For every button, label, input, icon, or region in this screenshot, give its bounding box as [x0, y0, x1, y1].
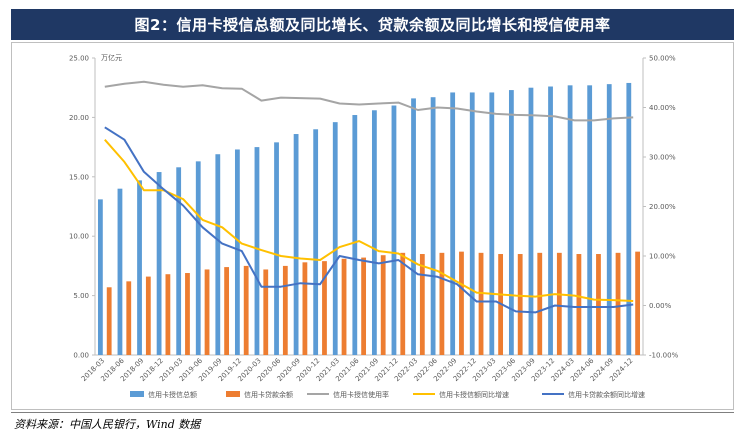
bar-credit-limit: [313, 129, 319, 355]
left-tick-label: 25.00: [69, 55, 89, 63]
bar-credit-limit: [391, 105, 397, 355]
bar-credit-limit: [548, 86, 553, 356]
chart-area: 万亿元 0.00 5.00 10.00 15.00 20.00 25.00 -10.00% 0.…: [11, 42, 734, 410]
bar-loan-balance: [537, 252, 543, 355]
bar-credit-limit: [137, 180, 142, 355]
source-divider: [11, 412, 734, 413]
legend-loan-balance-swatch: [226, 391, 240, 397]
bar-credit-limit: [587, 85, 593, 355]
left-tick-label: 20.00: [69, 114, 89, 122]
bar-credit-limit: [254, 147, 260, 355]
legend-loan-balance-label: 信用卡贷款余额: [244, 390, 293, 399]
bar-loan-balance: [635, 251, 641, 355]
right-tick-label: 30.00%: [649, 154, 676, 162]
bar-credit-limit: [117, 188, 123, 355]
bar-loan-balance: [361, 257, 367, 355]
bar-loan-balance: [185, 273, 190, 355]
bar-loan-balance: [145, 276, 151, 355]
bar-loan-balance: [263, 269, 269, 355]
bar-credit-limit: [176, 167, 182, 355]
bar-loan-balance: [224, 267, 230, 355]
credit-limit-growth-line: [104, 139, 634, 302]
legend-utilization-rate-label: 信用卡授信使用率: [333, 390, 389, 399]
left-tick-label: 0.00: [73, 352, 89, 360]
right-tick-label: 50.00%: [649, 55, 676, 63]
right-tick-label: 20.00%: [649, 203, 676, 211]
right-tick-label: 10.00%: [649, 253, 676, 261]
bar-loan-balance: [576, 254, 582, 355]
bar-loan-balance: [341, 258, 347, 355]
bar-credit-limit: [234, 149, 240, 355]
bar-loan-balance: [400, 252, 406, 355]
right-tick-label: -10.00%: [649, 352, 679, 360]
bar-loan-balance: [165, 274, 171, 355]
bar-credit-limit: [371, 110, 377, 355]
bar-loan-balance: [459, 251, 464, 355]
bar-loan-balance: [282, 265, 288, 355]
bar-credit-limit: [195, 161, 201, 355]
bar-credit-limit: [528, 87, 534, 355]
bar-loan-balance: [596, 254, 601, 355]
bar-loan-balance: [302, 262, 308, 355]
utilization-rate-line: [104, 80, 634, 122]
bar-credit-limit: [450, 92, 456, 355]
chart-svg: 万亿元 0.00 5.00 10.00 15.00 20.00 25.00 -10.00% 0.…: [69, 53, 679, 399]
right-tick-label: 40.00%: [649, 104, 676, 112]
bar-credit-limit: [567, 85, 573, 355]
loan-balance-growth-line: [104, 126, 634, 314]
legend-credit-limit-label: 信用卡授信总额: [148, 390, 197, 399]
legend-credit-limit-growth-label: 信用卡授信额同比增速: [439, 390, 509, 399]
bar-credit-limit: [274, 142, 279, 355]
bar-loan-balance: [243, 265, 249, 355]
bar-credit-limit: [430, 97, 436, 356]
left-tick-label: 5.00: [73, 292, 89, 300]
bar-loan-balance: [380, 255, 386, 355]
bar-credit-limit: [469, 92, 475, 355]
bar-credit-limit: [156, 172, 162, 355]
source-note: 资料来源：中国人民银行，Wind 数据: [14, 418, 201, 431]
bar-credit-limit: [606, 84, 612, 356]
bar-loan-balance: [478, 252, 484, 355]
bar-loan-balance: [204, 269, 210, 355]
bar-credit-limit: [332, 122, 338, 355]
right-tick-label: 0.00%: [649, 302, 672, 310]
bar-credit-limit: [411, 98, 416, 355]
left-axis-unit-label: 万亿元: [101, 53, 122, 62]
left-tick-label: 10.00: [69, 233, 89, 241]
bar-credit-limit: [293, 134, 299, 355]
bar-loan-balance: [106, 287, 112, 355]
bar-loan-balance: [556, 252, 562, 355]
bar-loan-balance: [517, 254, 523, 355]
bar-credit-limit: [97, 199, 103, 355]
legend-loan-balance-growth-label: 信用卡贷款余额同比增速: [568, 390, 645, 399]
bar-credit-limit: [626, 82, 632, 355]
figure-title: 图2：信用卡授信总额及同比增长、贷款余额及同比增长和授信使用率: [11, 9, 734, 40]
bar-loan-balance: [439, 252, 445, 355]
bar-loan-balance: [126, 281, 132, 355]
bar-credit-limit: [489, 92, 495, 355]
bar-credit-limit: [215, 154, 221, 355]
bar-loan-balance: [419, 254, 425, 355]
legend-credit-limit-swatch: [130, 391, 144, 397]
bar-credit-limit: [352, 115, 358, 355]
left-tick-label: 15.00: [69, 173, 89, 181]
bar-loan-balance: [615, 252, 621, 355]
bar-loan-balance: [322, 261, 327, 355]
bar-credit-limit: [508, 90, 514, 356]
